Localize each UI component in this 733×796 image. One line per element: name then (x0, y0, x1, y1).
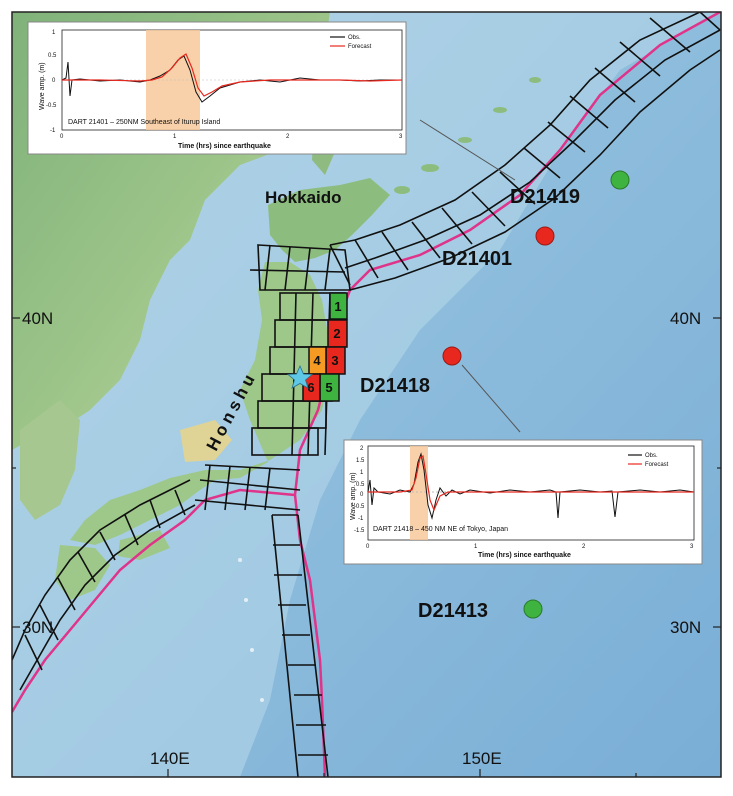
honshu-highlands (180, 420, 232, 462)
segment-2-label: 2 (333, 326, 340, 341)
inset-dart-21418: Wave amp. (m) 2 1.5 1 0.5 0 -0.5 -1 -1.5… (343, 439, 703, 565)
inset-bottom-ytick-3: 0.5 (356, 482, 365, 488)
inset-bottom-xlabel: Time (hrs) since earthquake (478, 552, 571, 559)
inset-top-legend-forecast: Forecast (348, 44, 372, 50)
inset-top-ylabel: Wave amp. (m) (39, 62, 46, 110)
segment-4-label: 4 (313, 353, 321, 368)
inset-top-xtick-3: 3 (399, 134, 403, 140)
star-icon (286, 365, 314, 389)
izu-bonin-islands (238, 558, 264, 702)
inset-top-legend-obs: Obs. (348, 35, 361, 41)
inset-top-xlabel: Time (hrs) since earthquake (178, 143, 271, 150)
inset-bottom-ytick-1: 1.5 (356, 458, 365, 464)
leader-line-d21401 (419, 119, 516, 181)
inset-bottom-ytick-0: 2 (360, 446, 364, 452)
lat-label-left-30n: 30N (22, 618, 53, 637)
inset-top-title: DART 21401 – 250NM Southeast of Iturup I… (68, 119, 220, 126)
lon-label-150e: 150E (462, 749, 502, 768)
honshu-island (70, 262, 330, 545)
inset-bottom-ytick-2: 1 (360, 470, 364, 476)
inset-top-ytick-0: 1 (52, 30, 56, 36)
inset-top-xtick-1: 1 (173, 134, 177, 140)
inset-top-ytick-4: -1 (50, 128, 56, 134)
inset-bottom-title: DART 21418 – 450 NM NE of Tokyo, Japan (373, 526, 508, 533)
inset-top-ytick-2: 0 (52, 78, 56, 84)
inset-bottom-ytick-6: -1 (358, 516, 364, 522)
inset-bottom-xtick-2: 2 (582, 544, 586, 550)
inset-top-xtick-0: 0 (60, 134, 64, 140)
lon-label-140e: 140E (150, 749, 190, 768)
inset-bottom-xtick-3: 3 (690, 544, 694, 550)
inset-dart-21401: Wave amp. (m) 1 0.5 0 -0.5 -1 0 1 2 3 Ti… (27, 21, 407, 155)
unit-source-grid (12, 12, 721, 777)
korea-peninsula (20, 400, 80, 520)
lat-label-right-40n: 40N (670, 309, 701, 328)
segment-3-label: 3 (331, 353, 338, 368)
inset-bottom-forecast-line (368, 454, 694, 512)
inset-bottom-legend-obs: Obs. (645, 453, 658, 459)
inset-top-ytick-1: 0.5 (48, 53, 57, 59)
lat-label-left-40n: 40N (22, 309, 53, 328)
inset-bottom-xtick-0: 0 (366, 544, 370, 550)
segment-6 (302, 373, 321, 402)
shikoku-island (118, 530, 170, 560)
station-d21413-marker[interactable] (523, 599, 543, 619)
graticule-ticks (12, 317, 721, 777)
inset-bottom-ytick-5: -0.5 (354, 504, 365, 510)
inset-top-ytick-3: -0.5 (46, 103, 57, 109)
inset-bottom-ylabel: Wave amp. (m) (350, 472, 357, 520)
hokkaido-island (268, 178, 390, 262)
station-d21413-label: D21413 (418, 600, 488, 622)
station-d21401-label: D21401 (442, 248, 512, 270)
segment-1 (329, 292, 348, 320)
inset-top-forecast-line (62, 53, 403, 97)
segment-6-label: 6 (307, 380, 314, 395)
inset-bottom-ytick-4: 0 (360, 492, 364, 498)
source-segments: 1 2 3 4 5 6 (302, 292, 348, 402)
station-d21418-label: D21418 (360, 375, 430, 397)
station-d21418-marker[interactable] (442, 346, 462, 366)
nankai-trench (12, 488, 296, 713)
station-d21419-label: D21419 (510, 186, 580, 208)
region-hokkaido-label: Hokkaido (265, 188, 342, 207)
leader-line-d21418 (461, 364, 521, 433)
station-d21419-marker[interactable] (610, 170, 630, 190)
kuril-islands (394, 77, 541, 194)
segment-5-label: 5 (325, 380, 332, 395)
inset-bottom-legend-forecast: Forecast (645, 462, 669, 468)
inset-bottom-ytick-7: -1.5 (354, 528, 365, 534)
lat-label-right-30n: 30N (670, 618, 701, 637)
map-frame (11, 11, 722, 778)
kyushu-island (55, 545, 110, 600)
inset-bottom-xtick-1: 1 (474, 544, 478, 550)
segment-1-label: 1 (334, 299, 341, 314)
station-d21401-marker[interactable] (535, 226, 555, 246)
inset-top-xtick-2: 2 (286, 134, 290, 140)
